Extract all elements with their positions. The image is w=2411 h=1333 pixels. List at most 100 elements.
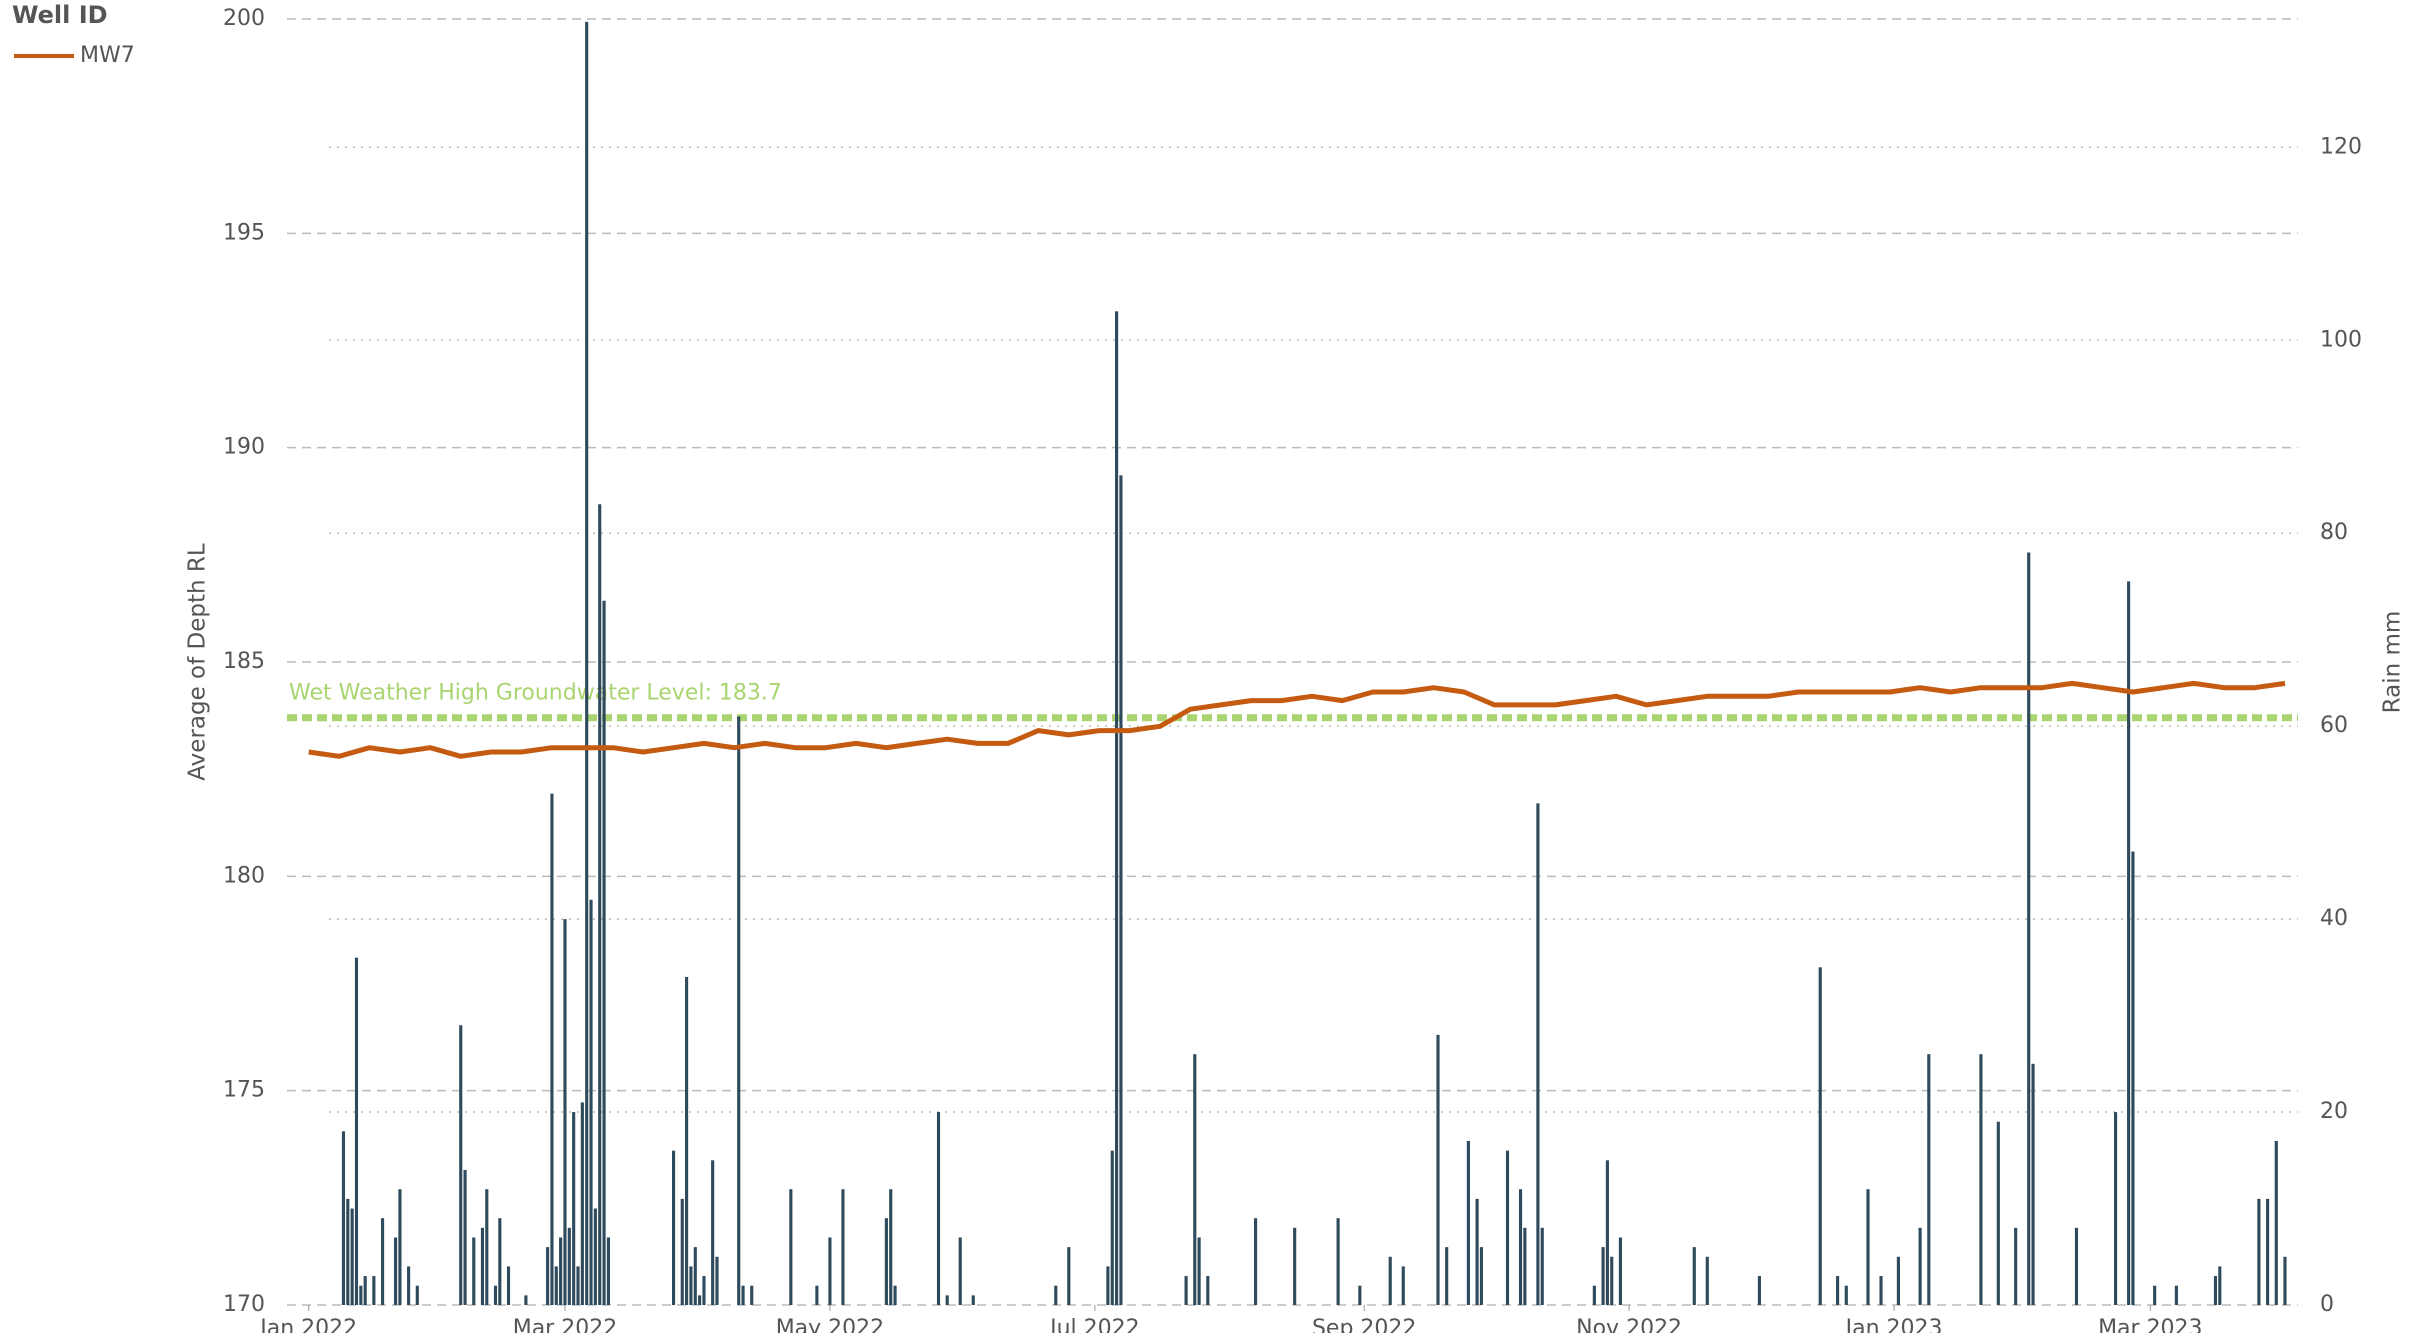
rain-bar xyxy=(1206,1276,1210,1305)
rain-bar xyxy=(606,1237,610,1305)
rain-bar xyxy=(415,1285,419,1305)
rain-bar xyxy=(480,1227,485,1305)
rain-bar xyxy=(524,1295,528,1305)
rain-bar xyxy=(1692,1247,1696,1305)
rain-bar xyxy=(1193,1054,1197,1305)
rain-bar xyxy=(1119,475,1123,1305)
rain-bar xyxy=(1067,1247,1071,1305)
rain-bar xyxy=(498,1218,502,1305)
y-tick-label: 190 xyxy=(223,435,265,460)
rain-bar xyxy=(585,21,589,1306)
rain-bar xyxy=(1445,1247,1449,1305)
rain-bar xyxy=(563,919,567,1305)
rain-bar xyxy=(550,793,554,1305)
rain-bar xyxy=(598,504,602,1306)
rain-bar xyxy=(2114,1112,2118,1305)
rain-bar xyxy=(971,1295,975,1305)
rain-bar xyxy=(1388,1256,1392,1305)
y-tick-label: 170 xyxy=(223,1292,265,1317)
legend-title: Well ID xyxy=(12,1,108,29)
rain-bar xyxy=(750,1285,754,1305)
rain-bar xyxy=(715,1256,719,1305)
rain-bar xyxy=(407,1266,411,1305)
rain-bar xyxy=(1475,1198,1479,1305)
rain-bar xyxy=(693,1247,697,1305)
rain-bar xyxy=(1518,1189,1523,1305)
rain-bar xyxy=(2131,851,2135,1305)
rain-bar xyxy=(737,716,741,1305)
rain-bar xyxy=(2074,1227,2079,1305)
rain-bar xyxy=(1110,1150,1114,1305)
rain-bar xyxy=(889,1189,893,1305)
rain-bar xyxy=(1610,1256,1614,1305)
rain-bar xyxy=(372,1276,376,1305)
rain-bar xyxy=(1540,1227,1544,1305)
rain-bar xyxy=(1358,1285,1362,1305)
reference-label: Wet Weather High Groundwater Level: 183.… xyxy=(289,681,782,706)
rain-bar xyxy=(1293,1227,1297,1305)
rain-bar xyxy=(559,1237,563,1305)
rain-bar xyxy=(1896,1256,1900,1305)
x-tick-label: Mar 2023 xyxy=(2098,1316,2203,1333)
rain-bar xyxy=(2213,1276,2218,1305)
rain-bar xyxy=(354,957,359,1305)
x-tick-label: May 2022 xyxy=(776,1316,884,1333)
rain-bar xyxy=(567,1227,571,1305)
rain-bar xyxy=(1254,1218,1258,1305)
rain-bar xyxy=(1918,1227,1922,1305)
rain-bar xyxy=(1197,1237,1201,1305)
rain-bar xyxy=(554,1266,558,1305)
y-tick-label: 200 xyxy=(223,6,265,31)
rain-bar xyxy=(472,1237,476,1305)
rain-bar xyxy=(394,1237,398,1305)
x-tick-label: Mar 2022 xyxy=(513,1316,618,1333)
rain-bar xyxy=(1115,311,1119,1305)
rain-bar xyxy=(2153,1285,2157,1305)
rain-bar xyxy=(884,1218,888,1305)
rain-bar xyxy=(1605,1160,1609,1305)
rain-bar xyxy=(1996,1121,2000,1305)
rain-bar xyxy=(2266,1198,2270,1305)
rain-bar xyxy=(815,1285,819,1305)
rain-bar xyxy=(1618,1237,1622,1305)
rain-bar xyxy=(789,1189,793,1305)
rain-bar xyxy=(2031,1063,2035,1305)
rain-bar xyxy=(1979,1054,1983,1305)
rain-bar xyxy=(1927,1054,1931,1305)
rain-bar xyxy=(380,1218,385,1305)
rain-bar xyxy=(1866,1189,1870,1305)
rain-bar xyxy=(1336,1218,1340,1305)
rain-bar xyxy=(485,1189,489,1305)
x-tick-label: Nov 2022 xyxy=(1576,1316,1682,1333)
rain-bar xyxy=(828,1237,832,1305)
rain-bar xyxy=(546,1247,550,1305)
rain-bar xyxy=(1879,1276,1883,1305)
rain-bar xyxy=(2174,1285,2178,1305)
y2-tick-label: 120 xyxy=(2320,134,2362,159)
rain-bar xyxy=(1505,1150,1510,1305)
rain-bar xyxy=(945,1295,949,1305)
y-tick-label: 180 xyxy=(223,863,265,888)
y-tick-label: 185 xyxy=(223,649,265,674)
rain-bar xyxy=(2274,1140,2278,1305)
rain-bar xyxy=(1479,1247,1484,1305)
depth-line xyxy=(308,680,2286,759)
rain-bar xyxy=(702,1276,706,1305)
rain-bar xyxy=(459,1025,463,1305)
rain-bar xyxy=(2218,1266,2222,1305)
rain-bar xyxy=(672,1150,676,1305)
y2-tick-label: 100 xyxy=(2320,327,2362,352)
x-tick-label: Jul 2022 xyxy=(1048,1316,1140,1333)
rain-bar xyxy=(1757,1276,1761,1305)
rain-bar xyxy=(2127,581,2131,1305)
rain-bar xyxy=(741,1285,745,1305)
rain-bar xyxy=(589,899,593,1305)
y-axis-label: Average of Depth RL xyxy=(185,543,211,781)
rain-bar xyxy=(1818,967,1822,1305)
rain-bar xyxy=(1844,1285,1848,1305)
y-tick-label: 195 xyxy=(223,220,265,245)
y2-axis-label: Rain mm xyxy=(2380,611,2406,714)
y2-tick-label: 80 xyxy=(2320,520,2348,545)
rain-bar xyxy=(1523,1227,1527,1305)
rain-bar xyxy=(689,1266,693,1305)
